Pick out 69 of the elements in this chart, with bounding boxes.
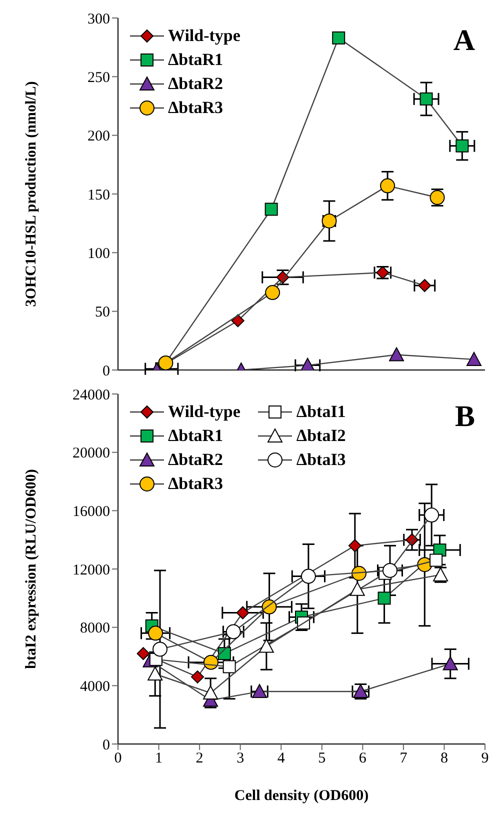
point bbox=[300, 568, 316, 584]
point bbox=[418, 279, 432, 292]
point bbox=[258, 638, 274, 653]
point bbox=[264, 202, 278, 216]
y-tick-label: 16000 bbox=[72, 504, 110, 520]
x-tick-label: 0 bbox=[114, 750, 122, 767]
point bbox=[456, 139, 469, 152]
point bbox=[148, 626, 164, 641]
y-tick-label: 12000 bbox=[72, 562, 110, 578]
legend-label: ΔbtaR2 bbox=[168, 74, 224, 94]
y-tick-label: 150 bbox=[88, 187, 110, 204]
x-tick-label: 4 bbox=[277, 750, 286, 767]
point bbox=[430, 554, 443, 567]
y-tick-label: 200 bbox=[88, 128, 110, 145]
x-tick-label: 9 bbox=[481, 750, 489, 767]
y-tick-label: 24000 bbox=[72, 387, 110, 404]
point bbox=[420, 92, 433, 106]
point bbox=[332, 31, 346, 44]
x-tick-label: 6 bbox=[358, 750, 367, 767]
point bbox=[350, 582, 365, 596]
annotation: A bbox=[453, 24, 475, 58]
y-tick-label: 4000 bbox=[80, 678, 110, 695]
legend-label: ΔbtaR3 bbox=[168, 98, 224, 118]
legend-label: ΔbtaI2 bbox=[296, 426, 346, 446]
x-tick-label: 1 bbox=[155, 750, 163, 767]
y-tick-label: 0 bbox=[102, 363, 110, 380]
point bbox=[236, 606, 250, 620]
y-tick-label: 300 bbox=[88, 11, 110, 28]
y-axis-title: 3OHC10-HSL production (nmol/L) bbox=[23, 81, 40, 307]
legend-label: Wild-type bbox=[168, 26, 240, 46]
y-tick-label: 0 bbox=[102, 737, 110, 754]
y-tick-label: 20000 bbox=[72, 446, 110, 462]
legend-label: ΔbtaR3 bbox=[168, 474, 224, 494]
x-axis-title: Cell density (OD600) bbox=[234, 788, 369, 804]
legend-label: ΔbtaI3 bbox=[296, 450, 346, 470]
legend-label: ΔbtaI1 bbox=[296, 402, 346, 422]
legend-label: ΔbtaR1 bbox=[168, 50, 224, 70]
point bbox=[191, 670, 204, 684]
point bbox=[389, 347, 404, 362]
point bbox=[222, 660, 236, 674]
point bbox=[136, 647, 150, 660]
point bbox=[231, 314, 244, 328]
point bbox=[148, 666, 163, 680]
point bbox=[265, 285, 280, 300]
point bbox=[380, 178, 396, 194]
y-axis-title: btaI2 expression (RLU/OD600) bbox=[23, 469, 40, 669]
x-tick-label: 7 bbox=[400, 750, 408, 767]
point bbox=[442, 656, 458, 670]
point bbox=[218, 647, 231, 660]
point bbox=[466, 352, 482, 366]
x-tick-label: 2 bbox=[196, 750, 204, 767]
y-tick-label: 250 bbox=[88, 70, 110, 86]
point bbox=[348, 539, 362, 552]
point bbox=[203, 685, 218, 700]
y-tick-label: 8000 bbox=[80, 620, 110, 637]
point bbox=[382, 562, 398, 578]
annotation: B bbox=[454, 400, 475, 434]
y-tick-label: 100 bbox=[88, 246, 110, 262]
legend-label: ΔbtaR2 bbox=[168, 450, 224, 470]
x-tick-label: 5 bbox=[318, 750, 326, 767]
x-tick-label: 3 bbox=[236, 750, 244, 767]
point bbox=[424, 508, 440, 523]
y-tick-label: 50 bbox=[95, 304, 110, 321]
point bbox=[226, 624, 241, 640]
legend-label: ΔbtaR1 bbox=[168, 426, 224, 446]
legend-label: Wild-type bbox=[168, 402, 240, 422]
point bbox=[152, 642, 168, 657]
x-tick-label: 8 bbox=[440, 750, 448, 767]
point bbox=[378, 592, 391, 605]
